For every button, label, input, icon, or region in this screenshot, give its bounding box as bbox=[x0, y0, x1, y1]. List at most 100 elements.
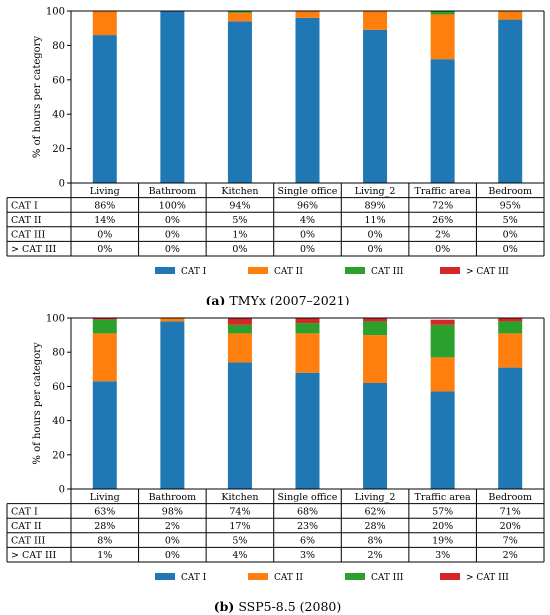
bar-7-series-2 bbox=[498, 11, 523, 20]
bar-6-series-2 bbox=[430, 357, 455, 392]
data-label-1-3: 94% bbox=[229, 200, 250, 211]
bar-3-series-1 bbox=[227, 362, 252, 489]
bar-4-series-2 bbox=[295, 11, 320, 18]
y-tick-label-6: 100 bbox=[46, 314, 65, 325]
data-label-3-7: 7% bbox=[503, 536, 518, 547]
bar-5-series-1 bbox=[363, 382, 388, 489]
y-tick-label-4: 60 bbox=[52, 75, 65, 86]
data-label-3-7: 0% bbox=[503, 230, 518, 241]
data-label-2-3: 5% bbox=[232, 215, 247, 226]
y-tick-label-6: 100 bbox=[46, 7, 65, 18]
data-label-2-1: 14% bbox=[94, 215, 115, 226]
bar-4-series-3 bbox=[295, 323, 320, 334]
row-label-1: CAT I bbox=[11, 506, 38, 517]
data-label-4-6: 0% bbox=[435, 244, 450, 255]
bar-3-series-4 bbox=[227, 318, 252, 325]
bar-6-series-2 bbox=[430, 14, 455, 60]
data-label-2-2: 0% bbox=[165, 215, 180, 226]
bar-3-series-3 bbox=[227, 11, 252, 13]
data-label-2-7: 5% bbox=[503, 215, 518, 226]
data-label-1-4: 96% bbox=[297, 200, 318, 211]
bar-4-series-2 bbox=[295, 333, 320, 373]
category-label-1: Living bbox=[90, 186, 120, 197]
data-label-4-2: 0% bbox=[165, 550, 180, 561]
category-label-6: Traffic area bbox=[415, 186, 471, 197]
caption-text: TMYx (2007–2021) bbox=[225, 293, 349, 305]
bar-6-series-1 bbox=[430, 391, 455, 489]
data-label-4-4: 0% bbox=[300, 244, 315, 255]
data-label-4-1: 0% bbox=[97, 244, 112, 255]
legend-label-3: CAT III bbox=[371, 267, 404, 277]
legend-swatch-4 bbox=[440, 573, 460, 580]
category-label-5: Living_2 bbox=[355, 186, 396, 197]
bar-4-series-1 bbox=[295, 17, 320, 183]
row-label-1: CAT I bbox=[11, 200, 38, 211]
bar-3-series-2 bbox=[227, 12, 252, 22]
data-label-2-3: 17% bbox=[229, 521, 250, 532]
chart-panel-b: 0 20 40 60 80 100 % of hours per category Livin… bbox=[6, 314, 545, 614]
category-label-7: Bedroom bbox=[488, 186, 532, 197]
row-label-3: CAT III bbox=[11, 230, 45, 241]
row-label-2: CAT II bbox=[11, 215, 42, 226]
panel-caption: (b) SSP5-8.5 (2080) bbox=[214, 599, 341, 614]
bar-1-series-1 bbox=[92, 35, 117, 183]
data-label-4-1: 1% bbox=[97, 550, 112, 561]
data-label-2-5: 11% bbox=[365, 215, 386, 226]
bar-5-series-3 bbox=[363, 321, 388, 336]
data-label-2-7: 20% bbox=[500, 521, 521, 532]
caption-letter: (b) bbox=[214, 599, 235, 614]
bar-3-series-1 bbox=[227, 21, 252, 183]
data-label-2-4: 4% bbox=[300, 215, 315, 226]
caption-text: SSP5-8.5 (2080) bbox=[234, 599, 341, 614]
data-label-1-3: 74% bbox=[229, 506, 250, 517]
bar-2-series-1 bbox=[160, 321, 185, 489]
y-tick-label-3: 40 bbox=[52, 110, 65, 121]
bar-3-series-2 bbox=[227, 333, 252, 363]
bar-7-series-4 bbox=[498, 318, 523, 322]
bar-3-series-3 bbox=[227, 324, 252, 334]
data-label-3-5: 0% bbox=[368, 230, 383, 241]
data-label-1-6: 72% bbox=[432, 200, 453, 211]
legend-label-1: CAT I bbox=[181, 267, 207, 277]
legend-swatch-3 bbox=[345, 267, 365, 274]
data-label-1-4: 68% bbox=[297, 506, 318, 517]
data-label-4-2: 0% bbox=[165, 244, 180, 255]
y-tick-label-2: 20 bbox=[52, 144, 65, 155]
bar-2-series-1 bbox=[160, 11, 185, 183]
bar-2-series-2 bbox=[160, 318, 185, 322]
y-tick-label-5: 80 bbox=[52, 348, 65, 359]
bar-6-series-3 bbox=[430, 324, 455, 358]
category-label-3: Kitchen bbox=[221, 186, 258, 197]
data-label-3-1: 8% bbox=[97, 536, 112, 547]
category-label-6: Traffic area bbox=[415, 492, 471, 503]
bar-7-series-1 bbox=[498, 19, 523, 183]
category-label-7: Bedroom bbox=[488, 492, 532, 503]
data-label-1-5: 62% bbox=[365, 506, 386, 517]
data-label-1-6: 57% bbox=[432, 506, 453, 517]
bar-1-series-2 bbox=[92, 333, 117, 382]
data-label-3-1: 0% bbox=[97, 230, 112, 241]
bar-1-series-4 bbox=[92, 318, 117, 320]
row-label-2: CAT II bbox=[11, 521, 42, 532]
data-label-4-5: 2% bbox=[368, 550, 383, 561]
data-label-2-4: 23% bbox=[297, 521, 318, 532]
data-label-1-2: 100% bbox=[159, 200, 186, 211]
y-tick-label-4: 60 bbox=[52, 382, 65, 393]
legend-swatch-1 bbox=[155, 267, 175, 274]
legend-label-2: CAT II bbox=[274, 267, 303, 277]
data-label-4-4: 3% bbox=[300, 550, 315, 561]
data-label-4-5: 0% bbox=[368, 244, 383, 255]
legend-swatch-4 bbox=[440, 267, 460, 274]
legend-swatch-1 bbox=[155, 573, 175, 580]
category-label-3: Kitchen bbox=[221, 492, 258, 503]
row-label-4: > CAT III bbox=[11, 550, 56, 561]
row-label-4: > CAT III bbox=[11, 244, 56, 255]
bar-1-series-1 bbox=[92, 381, 117, 489]
data-label-1-1: 63% bbox=[94, 506, 115, 517]
data-label-4-7: 0% bbox=[503, 244, 518, 255]
bar-7-series-3 bbox=[498, 321, 523, 334]
data-label-3-3: 1% bbox=[232, 230, 247, 241]
bar-6-series-3 bbox=[430, 11, 455, 15]
category-label-5: Living_2 bbox=[355, 492, 396, 503]
data-label-3-4: 0% bbox=[300, 230, 315, 241]
